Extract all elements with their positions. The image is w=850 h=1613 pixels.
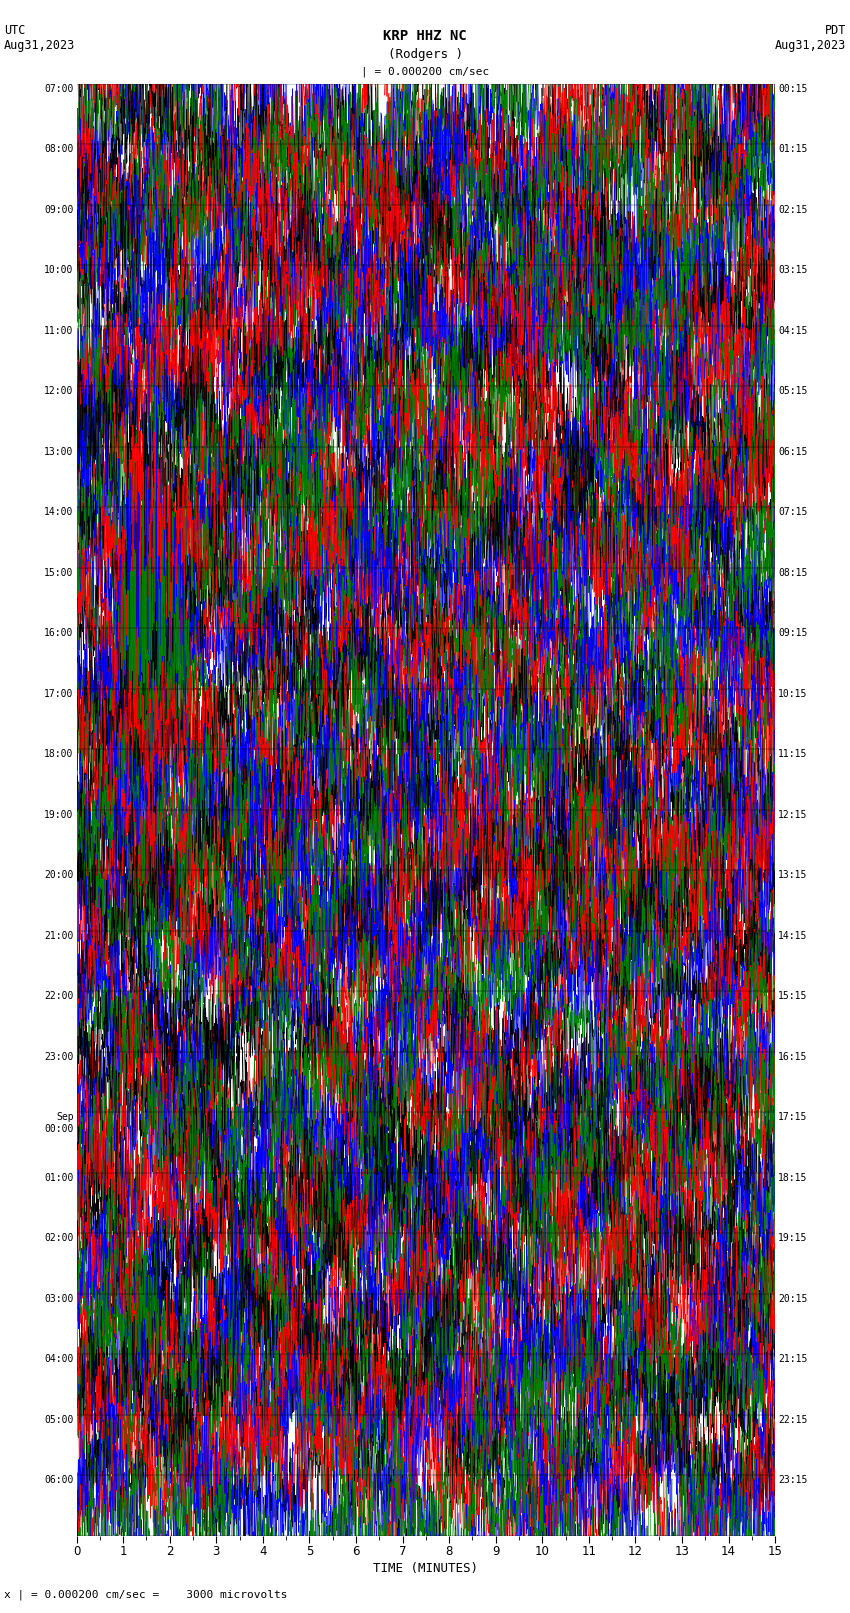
Text: PDT: PDT	[824, 24, 846, 37]
Text: Aug31,2023: Aug31,2023	[774, 39, 846, 52]
Text: UTC: UTC	[4, 24, 26, 37]
Text: (Rodgers ): (Rodgers )	[388, 48, 462, 61]
X-axis label: TIME (MINUTES): TIME (MINUTES)	[373, 1563, 479, 1576]
Text: KRP HHZ NC: KRP HHZ NC	[383, 29, 467, 44]
Text: x | = 0.000200 cm/sec =    3000 microvolts: x | = 0.000200 cm/sec = 3000 microvolts	[4, 1589, 288, 1600]
Text: Aug31,2023: Aug31,2023	[4, 39, 76, 52]
Text: | = 0.000200 cm/sec: | = 0.000200 cm/sec	[361, 66, 489, 77]
